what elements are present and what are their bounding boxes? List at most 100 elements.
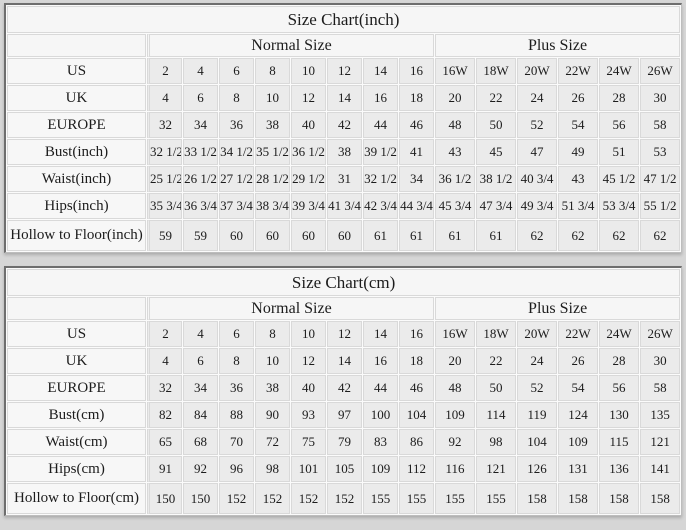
row-label: Hips(cm) — [7, 456, 146, 482]
size-cell: 60 — [255, 220, 290, 251]
size-cell: 32 — [147, 375, 182, 401]
table-title: Size Chart(cm) — [7, 269, 681, 296]
row-label: UK — [7, 348, 146, 374]
size-cell: 109 — [558, 429, 598, 455]
size-cell: 24 — [517, 85, 557, 111]
size-cell: 6 — [183, 85, 218, 111]
size-cell: 155 — [476, 483, 516, 514]
size-cell: 26 1/2 — [183, 166, 218, 192]
row-label: Bust(inch) — [7, 139, 146, 165]
size-cell: 10 — [291, 58, 326, 84]
size-cell: 75 — [291, 429, 326, 455]
size-cell: 52 — [517, 375, 557, 401]
size-cell: 50 — [476, 112, 516, 138]
size-cell: 16 — [399, 58, 434, 84]
size-cell: 44 — [363, 375, 398, 401]
size-cell: 47 — [517, 139, 557, 165]
size-chart-inch-table: Size Chart(inch) Normal Size Plus Size US 2 4… — [6, 5, 682, 252]
size-cell: 10 — [291, 321, 326, 347]
size-cell: 124 — [558, 402, 598, 428]
size-cell: 34 1/2 — [219, 139, 254, 165]
size-cell: 22 — [476, 348, 516, 374]
size-cell: 18W — [476, 58, 516, 84]
size-cell: 8 — [255, 321, 290, 347]
size-cell: 60 — [327, 220, 362, 251]
size-cell: 4 — [183, 58, 218, 84]
size-cell: 36 1/2 — [435, 166, 475, 192]
size-cell: 54 — [558, 375, 598, 401]
table-row: Bust(inch) 32 1/2 33 1/2 34 1/2 35 1/2 36 1/2… — [7, 139, 681, 165]
size-cell: 16 — [399, 321, 434, 347]
table-row: Hollow to Floor(inch) 59 59 60 60 60 60 61 61 61 6… — [7, 220, 681, 251]
size-cell: 79 — [327, 429, 362, 455]
size-cell: 35 3/4 — [147, 193, 182, 219]
size-cell: 82 — [147, 402, 182, 428]
size-cell: 56 — [599, 112, 639, 138]
size-cell: 88 — [219, 402, 254, 428]
size-cell: 22W — [558, 321, 598, 347]
size-cell: 44 — [363, 112, 398, 138]
size-cell: 47 1/2 — [640, 166, 681, 192]
size-cell: 35 1/2 — [255, 139, 290, 165]
size-cell: 42 — [327, 375, 362, 401]
table-row: EUROPE 32 34 36 38 40 42 44 46 48 50 52 54 56 58 — [7, 112, 681, 138]
size-cell: 36 — [219, 375, 254, 401]
size-cell: 26W — [640, 58, 681, 84]
size-cell: 131 — [558, 456, 598, 482]
size-cell: 43 — [435, 139, 475, 165]
size-cell: 36 1/2 — [291, 139, 326, 165]
size-cell: 33 1/2 — [183, 139, 218, 165]
row-label: Bust(cm) — [7, 402, 146, 428]
size-cell: 155 — [363, 483, 398, 514]
size-cell: 22W — [558, 58, 598, 84]
table-row: Waist(cm) 65 68 70 72 75 79 83 86 92 98 104 109 115 12… — [7, 429, 681, 455]
size-cell: 38 — [255, 375, 290, 401]
size-cell: 30 — [640, 348, 681, 374]
size-cell: 39 3/4 — [291, 193, 326, 219]
size-cell: 62 — [599, 220, 639, 251]
size-cell: 39 1/2 — [363, 139, 398, 165]
size-cell: 22 — [476, 85, 516, 111]
size-cell: 18W — [476, 321, 516, 347]
size-cell: 59 — [183, 220, 218, 251]
size-cell: 158 — [558, 483, 598, 514]
size-cell: 16 — [363, 348, 398, 374]
size-cell: 93 — [291, 402, 326, 428]
size-cell: 32 1/2 — [147, 139, 182, 165]
size-cell: 6 — [219, 321, 254, 347]
size-cell: 54 — [558, 112, 598, 138]
size-cell: 8 — [219, 348, 254, 374]
size-cell: 12 — [291, 85, 326, 111]
corner-cell — [7, 34, 146, 57]
size-cell: 51 — [599, 139, 639, 165]
row-label: US — [7, 58, 146, 84]
table-title: Size Chart(inch) — [7, 6, 681, 33]
size-cell: 70 — [219, 429, 254, 455]
size-cell: 109 — [363, 456, 398, 482]
size-cell: 44 3/4 — [399, 193, 434, 219]
size-cell: 40 — [291, 112, 326, 138]
size-cell: 49 — [558, 139, 598, 165]
size-cell: 83 — [363, 429, 398, 455]
size-cell: 112 — [399, 456, 434, 482]
size-cell: 50 — [476, 375, 516, 401]
size-cell: 32 — [147, 112, 182, 138]
size-cell: 105 — [327, 456, 362, 482]
size-cell: 59 — [147, 220, 182, 251]
size-cell: 29 1/2 — [291, 166, 326, 192]
size-cell: 150 — [147, 483, 182, 514]
size-cell: 56 — [599, 375, 639, 401]
table-row: EUROPE 32 34 36 38 40 42 44 46 48 50 52 54 56 58 — [7, 375, 681, 401]
size-cell: 16 — [363, 85, 398, 111]
size-cell: 36 3/4 — [183, 193, 218, 219]
size-cell: 10 — [255, 85, 290, 111]
size-cell: 155 — [399, 483, 434, 514]
size-cell: 86 — [399, 429, 434, 455]
size-cell: 28 — [599, 85, 639, 111]
group-header-row: Normal Size Plus Size — [7, 34, 681, 57]
size-cell: 84 — [183, 402, 218, 428]
size-cell: 47 3/4 — [476, 193, 516, 219]
row-label: Hollow to Floor(cm) — [7, 483, 146, 514]
corner-cell — [7, 297, 146, 320]
